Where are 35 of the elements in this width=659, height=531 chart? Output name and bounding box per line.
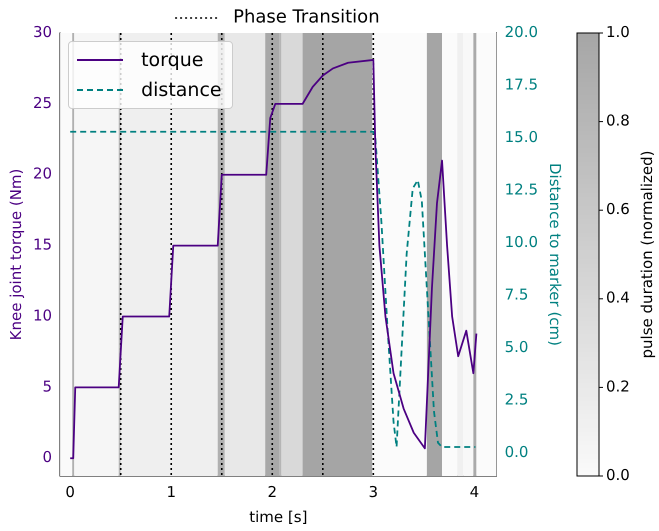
y2-tick-label: 12.5	[504, 180, 538, 199]
y2-axis-title: Distance to marker (cm)	[546, 162, 564, 346]
y2-tick-label: 5.0	[504, 338, 528, 356]
x-tick-label: 1	[166, 482, 176, 501]
y-tick-label: 0	[42, 448, 52, 466]
color-bar-label: 0.4	[606, 288, 630, 307]
x-tick-label: 0	[65, 482, 75, 501]
x-axis-title: time [s]	[249, 508, 308, 526]
color-bar-label: 0.0	[606, 466, 630, 484]
line-series	[69, 130, 476, 448]
y2-tick-label: 10.0	[504, 233, 538, 252]
color-bar-label: 0.8	[606, 111, 630, 130]
y2-tick-label: 15.0	[504, 128, 538, 146]
y2-tick-label: 7.5	[504, 286, 528, 304]
legend-label: Phase Transition	[233, 6, 380, 28]
y-tick-label: 20	[32, 164, 52, 183]
color-bar-label: 1.0	[606, 22, 630, 41]
color-bar-label: 0.6	[606, 200, 630, 218]
y2-tick-label: 17.5	[504, 75, 538, 94]
x-tick-label: 2	[268, 482, 278, 501]
x-tick-label: 4	[470, 482, 480, 501]
legend-label: distance	[141, 78, 222, 103]
color-bar-title: pulse duration (normalized)	[638, 150, 656, 358]
y-axis-title: Knee joint torque (Nm)	[6, 168, 25, 340]
y-tick-label: 25	[32, 94, 52, 112]
y-tick-label: 15	[32, 236, 52, 254]
y-tick-label: 10	[32, 306, 52, 324]
legend-label: torque	[141, 48, 204, 73]
y-tick-label: 30	[32, 22, 52, 41]
x-tick-label: 3	[368, 482, 378, 501]
y2-tick-label: 2.5	[504, 390, 528, 409]
y-tick-label: 5	[42, 377, 52, 396]
y2-tick-label: 20.0	[504, 22, 538, 41]
y2-tick-label: 0.0	[504, 443, 528, 462]
color-bar-label: 0.2	[606, 377, 630, 396]
